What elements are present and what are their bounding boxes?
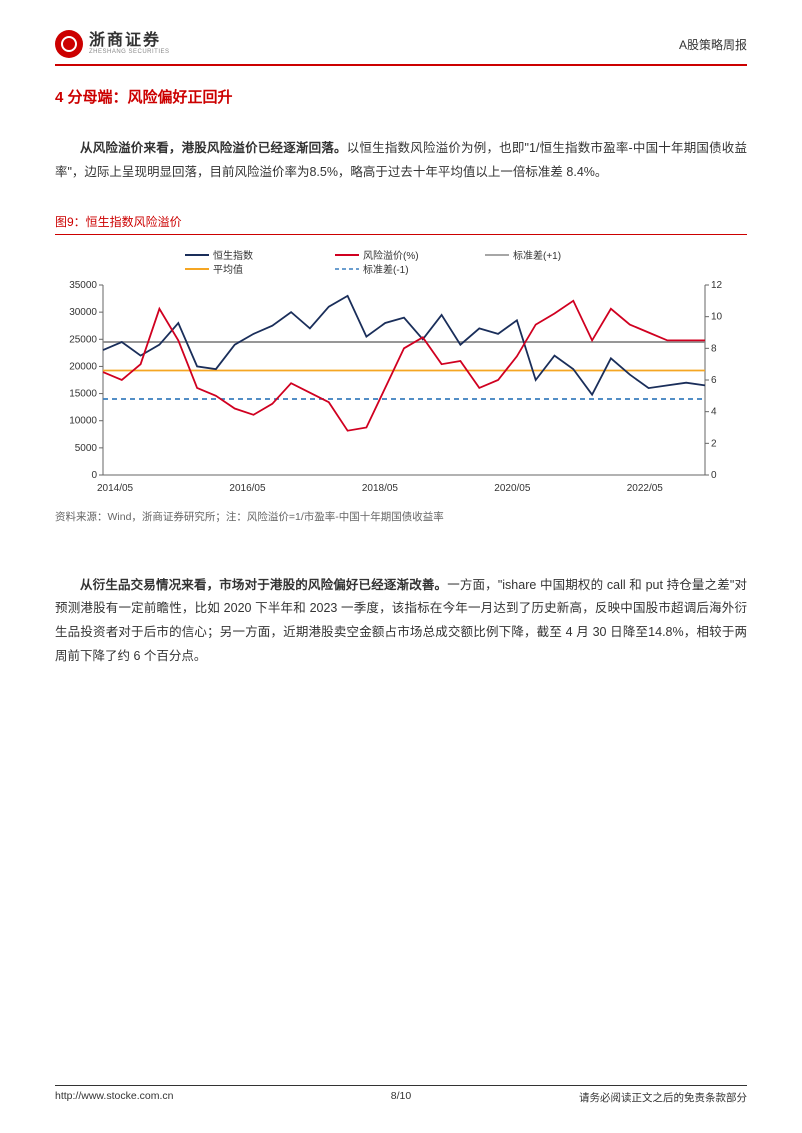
svg-text:2018/05: 2018/05 — [362, 483, 399, 494]
logo-cn-text: 浙商证券 — [89, 33, 170, 49]
logo-block: 浙商证券 ZHESHANG SECURITIES — [55, 30, 170, 58]
figure9-chart: 恒生指数 风险溢价(%) 标准差(+1) 平均值 标准差(-1) 0 5000 10000 15… — [55, 245, 747, 505]
paragraph-1: 从风险溢价来看，港股风险溢价已经逐渐回落。以恒生指数风险溢价为例，也即"1/恒生… — [55, 137, 747, 185]
svg-text:30000: 30000 — [69, 307, 97, 318]
svg-text:2022/05: 2022/05 — [627, 483, 664, 494]
logo-icon — [55, 30, 83, 58]
svg-text:2: 2 — [711, 438, 717, 449]
page-footer: http://www.stocke.com.cn 8/10 请务必阅读正文之后的… — [55, 1085, 747, 1105]
section-num: 4 — [55, 89, 63, 106]
section-title: 4 分母端：风险偏好正回升 — [55, 86, 747, 107]
svg-text:平均值: 平均值 — [213, 263, 243, 276]
svg-text:35000: 35000 — [69, 280, 97, 291]
svg-text:5000: 5000 — [75, 442, 98, 453]
svg-text:0: 0 — [91, 470, 97, 481]
svg-text:标准差(+1): 标准差(+1) — [513, 249, 561, 262]
footer-url: http://www.stocke.com.cn — [55, 1090, 173, 1105]
svg-text:15000: 15000 — [69, 388, 97, 399]
svg-text:2020/05: 2020/05 — [494, 483, 531, 494]
svg-text:恒生指数: 恒生指数 — [213, 249, 253, 262]
para2-bold: 从衍生品交易情况来看，市场对于港股的风险偏好已经逐渐改善。 — [80, 578, 447, 592]
svg-text:2014/05: 2014/05 — [97, 483, 134, 494]
logo-en-text: ZHESHANG SECURITIES — [89, 49, 170, 55]
svg-text:6: 6 — [711, 375, 717, 386]
figure9-caption: 图9：恒生指数风险溢价 — [55, 213, 747, 235]
svg-text:10000: 10000 — [69, 415, 97, 426]
page-header: 浙商证券 ZHESHANG SECURITIES A股策略周报 — [55, 30, 747, 66]
svg-text:标准差(-1): 标准差(-1) — [363, 263, 409, 276]
svg-text:12: 12 — [711, 280, 723, 291]
footer-page-num: 8/10 — [391, 1090, 411, 1102]
svg-text:风险溢价(%): 风险溢价(%) — [363, 249, 419, 262]
svg-text:8: 8 — [711, 343, 717, 354]
footer-disclaimer: 请务必阅读正文之后的免责条款部分 — [579, 1090, 747, 1105]
figure9-source: 资料来源：Wind，浙商证券研究所；注：风险溢价=1/市盈率-中国十年期国债收益… — [55, 509, 747, 524]
svg-text:4: 4 — [711, 406, 717, 417]
header-report-type: A股策略周报 — [679, 36, 747, 53]
paragraph-2: 从衍生品交易情况来看，市场对于港股的风险偏好已经逐渐改善。一方面，"ishare… — [55, 574, 747, 669]
section-title-text: 分母端：风险偏好正回升 — [68, 89, 233, 106]
svg-text:25000: 25000 — [69, 334, 97, 345]
svg-text:20000: 20000 — [69, 361, 97, 372]
svg-text:10: 10 — [711, 311, 723, 322]
svg-text:0: 0 — [711, 470, 717, 481]
para1-bold: 从风险溢价来看，港股风险溢价已经逐渐回落。 — [80, 141, 347, 155]
svg-text:2016/05: 2016/05 — [229, 483, 266, 494]
